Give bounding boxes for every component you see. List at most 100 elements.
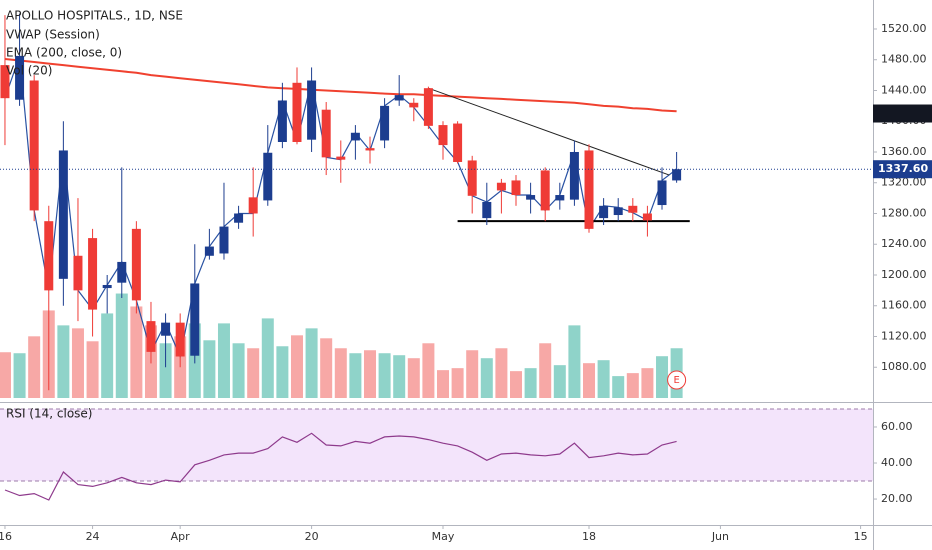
candle-body — [380, 105, 390, 141]
x-tick-label: 15 — [854, 530, 868, 543]
volume-bar — [656, 356, 669, 398]
volume-bar — [407, 358, 420, 398]
volume-bar — [626, 373, 639, 398]
x-tick-label: 16 — [0, 530, 12, 543]
candle-body — [423, 88, 433, 126]
candle-body — [117, 261, 127, 283]
candle-body — [394, 95, 404, 101]
y-tick-label: 40.00 — [881, 456, 913, 469]
volume-bar — [568, 325, 581, 398]
volume-bar — [539, 343, 552, 398]
candle-body — [672, 169, 682, 181]
candle-body — [307, 80, 317, 140]
x-tick-label: Jun — [711, 530, 729, 543]
volume-bar — [393, 355, 406, 398]
candle-body — [467, 160, 477, 196]
candle-body — [29, 80, 39, 211]
candle-body — [277, 100, 287, 142]
candle-body — [73, 255, 83, 291]
candle-body — [642, 213, 652, 221]
candle-body — [511, 180, 521, 196]
candle-body — [584, 150, 594, 229]
volume-bar — [203, 340, 216, 398]
price-label-box — [873, 160, 932, 179]
volume-bar — [334, 348, 347, 398]
candle-body — [526, 195, 536, 200]
candle-body — [321, 109, 331, 158]
candle-body — [204, 246, 214, 256]
y-tick-label: 1080.00 — [881, 360, 927, 373]
y-tick-label: 1160.00 — [881, 299, 927, 312]
volume-bar — [363, 350, 376, 398]
candle-body — [102, 284, 112, 289]
volume-bar — [495, 348, 508, 398]
volume-bar — [71, 328, 84, 398]
volume-bar — [597, 360, 610, 398]
volume-bar — [57, 325, 70, 398]
x-tick-label: May — [432, 530, 455, 543]
legend-vwap: VWAP (Session) — [6, 28, 100, 42]
volume-bar — [436, 370, 449, 398]
trend-line — [428, 87, 670, 176]
candle-body — [58, 150, 68, 279]
y-tick-label: 1280.00 — [881, 206, 927, 219]
volume-bar — [130, 306, 143, 398]
volume-bar — [320, 338, 333, 398]
candle-body — [657, 180, 667, 206]
rsi-line — [4, 432, 677, 501]
volume-bar — [524, 368, 537, 398]
symbol-title: APOLLO HOSPITALS., 1D, NSE — [6, 9, 183, 23]
volume-bar — [553, 365, 566, 398]
volume-bar — [101, 313, 114, 398]
candle-body — [628, 205, 638, 213]
legend-volume: Vol (20) — [6, 64, 52, 78]
candle-body — [482, 201, 492, 219]
y-tick-label: 1440.00 — [881, 83, 927, 96]
volume-bar — [232, 343, 245, 398]
rsi-title: RSI (14, close) — [6, 407, 92, 421]
price-label-box — [873, 104, 932, 123]
candle-body — [131, 228, 141, 301]
volume-bar — [451, 368, 464, 398]
candle-body — [88, 238, 98, 310]
legend-ema: EMA (200, close, 0) — [6, 46, 122, 60]
candle-body — [365, 148, 375, 151]
volume-bar — [159, 343, 172, 398]
volume-bar — [115, 293, 128, 398]
candle-body — [540, 170, 550, 211]
x-tick-label: Apr — [171, 530, 191, 543]
plot: 1080.00 1120.00 1160.00 1200.00 1240.00 1280.… — [0, 13, 932, 543]
volume-bar — [378, 353, 391, 398]
volume-bar — [305, 328, 318, 398]
candle-body — [234, 213, 244, 223]
candle-body — [350, 132, 360, 141]
y-tick-label: 1520.00 — [881, 22, 927, 35]
volume-bar — [510, 371, 523, 398]
volume-bar — [641, 368, 654, 398]
volume-bar — [86, 341, 99, 398]
y-tick-label: 1240.00 — [881, 237, 927, 250]
candle-body — [263, 152, 273, 201]
y-tick-label: 60.00 — [881, 420, 913, 433]
volume-bar — [0, 352, 11, 398]
candle-body — [453, 123, 463, 162]
rsi-band — [0, 408, 873, 482]
candle-body — [190, 283, 200, 356]
candle-body — [248, 197, 258, 214]
volume-bar — [247, 348, 260, 398]
y-tick-label: 1320.00 — [881, 176, 927, 189]
candle-body — [438, 125, 448, 146]
x-tick-label: 18 — [582, 530, 596, 543]
candle-body — [496, 182, 506, 191]
y-tick-label: 1200.00 — [881, 268, 927, 281]
price-label: 1337.60 — [878, 162, 928, 175]
volume-bar — [13, 353, 26, 398]
candle-body — [146, 321, 156, 352]
y-tick-label: 1120.00 — [881, 329, 927, 342]
candle-body — [409, 102, 419, 108]
volume-bar — [276, 346, 289, 398]
candle-body — [292, 82, 302, 142]
earnings-label: E — [673, 375, 679, 386]
x-tick-label: 24 — [86, 530, 100, 543]
